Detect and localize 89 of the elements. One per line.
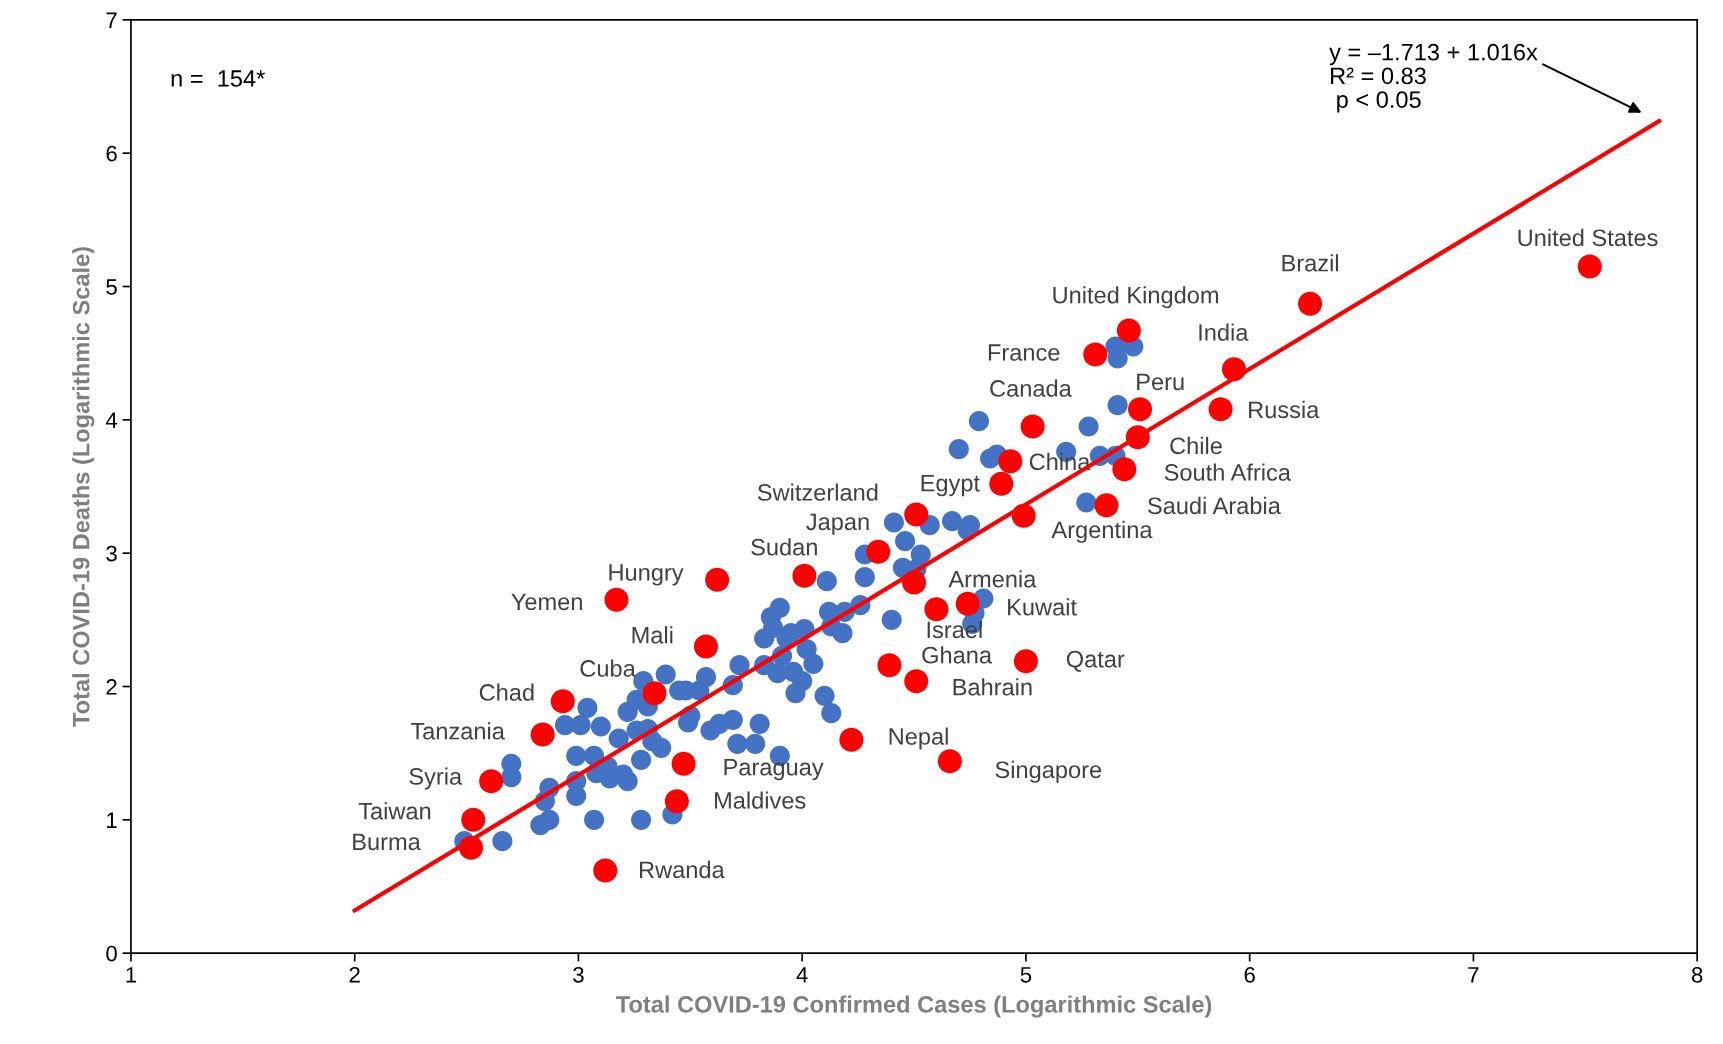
x-tick-label: 2 [349,966,360,983]
annotation: Paraguay [724,759,824,781]
x-tick-label: 1 [126,967,137,983]
point [705,567,730,592]
annotation: Canada [990,379,1072,397]
point [839,727,864,752]
point [461,807,486,832]
point [924,597,949,622]
annotation: Burma [353,833,421,851]
y-tick-label: 0 [106,945,117,962]
annotation: Singapore [995,760,1102,783]
annotation: Argentina [1051,520,1153,543]
annotation: Hungry [609,564,684,586]
point [904,669,929,694]
annotation: Egypt [921,475,980,497]
y-axis-title: Total COVID-19 Deaths (Logarithmic Scale) [72,247,95,727]
annotation: Israel [927,620,982,639]
point [1298,291,1323,316]
point [671,751,696,776]
annotation: Kuwait [1008,598,1077,616]
point [1020,414,1045,439]
point [904,502,929,527]
annotation: Mali [632,626,673,644]
annotation: Sudan [751,538,817,556]
point [877,653,902,678]
annotation: Peru [1137,373,1184,391]
annotation: Cuba [580,659,636,677]
point [792,563,817,588]
annotation: Yemen [511,593,582,611]
point [530,722,555,747]
point [998,449,1023,474]
x-tick-label: 3 [573,966,584,983]
point [1013,649,1038,674]
annotation: Maldives [715,791,806,809]
point [1577,254,1602,279]
annotation: Syria [409,767,463,790]
y-tick-label: 2 [106,679,117,695]
annotation: Switzerland [757,483,878,501]
annotation: United States [1518,228,1658,247]
point [1128,397,1153,422]
y-tick-label: 4 [105,412,118,428]
point [1208,397,1233,422]
point [1083,342,1108,367]
point [937,749,962,774]
annotation: Armenia [948,570,1037,588]
annotation: Chile [1170,436,1222,455]
annotation: Ghana [922,646,993,664]
annotation: South Africa [1164,463,1291,481]
annotation: Saudi Arabia [1147,496,1281,515]
y-tick-label: 3 [106,545,117,562]
annotation: Tanzania [410,722,505,740]
x-tick-label: 8 [1691,966,1703,983]
annotation: Brazil [1282,254,1339,272]
annotation: Taiwan [358,802,431,820]
point [1112,457,1137,482]
point [664,789,689,814]
annotation: Rwanda [639,860,725,879]
x-tick-label: 4 [796,967,808,983]
point [955,591,980,616]
point [1094,493,1119,518]
point [989,471,1014,496]
point [693,634,718,659]
x-tick-label: 5 [1020,967,1032,983]
annotation: Chad [479,683,534,701]
y-tick-label: 5 [106,279,117,295]
annotation: Nepal [889,727,948,750]
annotation: Qatar [1066,650,1125,672]
annotation: France [988,344,1060,361]
annotation: n = 154* [171,70,265,87]
annotation: Russia [1249,400,1320,419]
point [1116,318,1141,343]
x-tick-label: 7 [1468,967,1479,983]
annotation: Bahrain [953,678,1032,696]
annotation: China [1029,452,1091,471]
point [479,769,504,794]
y-tick-label: 6 [106,145,117,162]
annotation: y = –1.713 + 1.016x R² = 0.83 p < 0.05 [1329,43,1538,113]
x-tick-label: 6 [1244,966,1255,983]
point [642,681,667,706]
point [604,587,629,612]
point [593,858,618,883]
annotation: Japan [806,513,869,535]
y-tick-label: 1 [107,812,117,828]
point [866,539,891,564]
x-axis-title: Total COVID-19 Confirmed Cases (Logarithmic Scale) [616,995,1212,1018]
y-tick-label: 7 [106,12,117,28]
annotation: United Kingdom [1053,286,1218,309]
annotation: India [1199,323,1249,341]
point [550,689,575,714]
